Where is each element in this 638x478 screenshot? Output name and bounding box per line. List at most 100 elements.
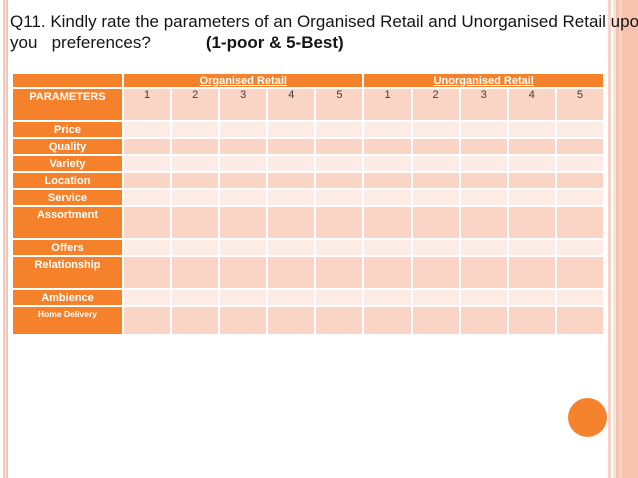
rating-cell <box>458 120 509 139</box>
rating-cell <box>362 154 413 173</box>
parameter-row: Variety <box>11 154 606 173</box>
rating-cell <box>314 171 365 190</box>
rating-cell <box>314 255 365 290</box>
rating-cell <box>554 255 606 290</box>
rating-cell <box>314 120 365 139</box>
rating-cell <box>314 288 365 307</box>
scale-number: 5 <box>314 87 365 122</box>
scale-number: 2 <box>170 87 221 122</box>
parameter-row: Location <box>11 171 606 190</box>
rating-cell <box>218 188 269 207</box>
parameter-label: Relationship <box>11 255 124 290</box>
rating-cell <box>218 255 269 290</box>
parameters-header: PARAMETERS <box>11 87 124 122</box>
rating-cell <box>506 171 557 190</box>
parameter-row: Price <box>11 120 606 139</box>
rating-cell <box>506 255 557 290</box>
rating-cell <box>554 305 606 336</box>
rating-cell <box>121 188 173 207</box>
parameter-row: Quality <box>11 137 606 156</box>
parameter-row: Ambience <box>11 288 606 307</box>
rating-cell <box>121 154 173 173</box>
parameter-row: Relationship <box>11 255 606 290</box>
rating-cell <box>121 305 173 336</box>
rating-cell <box>410 305 461 336</box>
parameter-label: Variety <box>11 154 124 173</box>
rating-cell <box>121 255 173 290</box>
organised-retail-header: Organised Retail <box>121 72 365 89</box>
parameter-label: Service <box>11 188 124 207</box>
rating-cell <box>410 188 461 207</box>
scale-number: 3 <box>218 87 269 122</box>
rating-cell <box>410 255 461 290</box>
rating-cell <box>121 120 173 139</box>
rating-cell <box>266 205 317 240</box>
rating-cell <box>458 171 509 190</box>
rating-cell <box>506 305 557 336</box>
rating-cell <box>362 255 413 290</box>
rating-cell <box>218 305 269 336</box>
rating-cell <box>170 188 221 207</box>
rating-cell <box>218 120 269 139</box>
rating-cell <box>121 205 173 240</box>
rating-table: Organised Retail Unorganised Retail PARA… <box>11 72 606 336</box>
rating-cell <box>218 171 269 190</box>
rating-cell <box>506 120 557 139</box>
rating-cell <box>410 205 461 240</box>
question-title: Q11. Kindly rate the parameters of an Or… <box>10 11 638 53</box>
rating-cell <box>266 238 317 257</box>
rating-cell <box>554 188 606 207</box>
rating-cell <box>218 154 269 173</box>
rating-cell <box>410 288 461 307</box>
parameter-row: Service <box>11 188 606 207</box>
rating-cell <box>170 288 221 307</box>
rating-cell <box>362 288 413 307</box>
rating-cell <box>314 154 365 173</box>
rating-cell <box>170 255 221 290</box>
rating-cell <box>266 120 317 139</box>
parameter-row: Offers <box>11 238 606 257</box>
rating-cell <box>314 238 365 257</box>
scale-number: 4 <box>506 87 557 122</box>
rating-cell <box>266 305 317 336</box>
question-line-2: you preferences? (1-poor & 5-Best) <box>10 32 612 53</box>
rating-cell <box>362 188 413 207</box>
rating-cell <box>410 154 461 173</box>
rating-cell <box>554 288 606 307</box>
rating-cell <box>410 120 461 139</box>
scale-number: 1 <box>121 87 173 122</box>
parameter-label: Quality <box>11 137 124 156</box>
right-edge-stripe <box>608 0 638 478</box>
rating-cell <box>121 137 173 156</box>
rating-cell <box>362 305 413 336</box>
rating-cell <box>458 305 509 336</box>
rating-cell <box>218 238 269 257</box>
unorganised-retail-header: Unorganised Retail <box>362 72 605 89</box>
rating-cell <box>506 188 557 207</box>
scale-number: 2 <box>410 87 461 122</box>
rating-cell <box>170 154 221 173</box>
rating-cell <box>170 205 221 240</box>
scale-number: 4 <box>266 87 317 122</box>
parameter-row: Assortment <box>11 205 606 240</box>
rating-cell <box>266 171 317 190</box>
rating-cell <box>458 205 509 240</box>
parameter-label: Price <box>11 120 124 139</box>
left-edge-stripe <box>3 0 8 478</box>
rating-cell <box>554 171 606 190</box>
rating-cell <box>170 120 221 139</box>
rating-cell <box>458 238 509 257</box>
rating-cell <box>266 288 317 307</box>
rating-cell <box>266 255 317 290</box>
rating-cell <box>554 137 606 156</box>
parameter-label: Home Delivery <box>11 305 124 336</box>
rating-cell <box>410 137 461 156</box>
rating-cell <box>170 171 221 190</box>
corner-cell <box>11 72 124 89</box>
question-line-1: Q11. Kindly rate the parameters of an Or… <box>10 12 638 31</box>
rating-cell <box>170 137 221 156</box>
rating-cell <box>218 205 269 240</box>
rating-cell <box>362 171 413 190</box>
rating-cell <box>458 255 509 290</box>
rating-cell <box>554 205 606 240</box>
